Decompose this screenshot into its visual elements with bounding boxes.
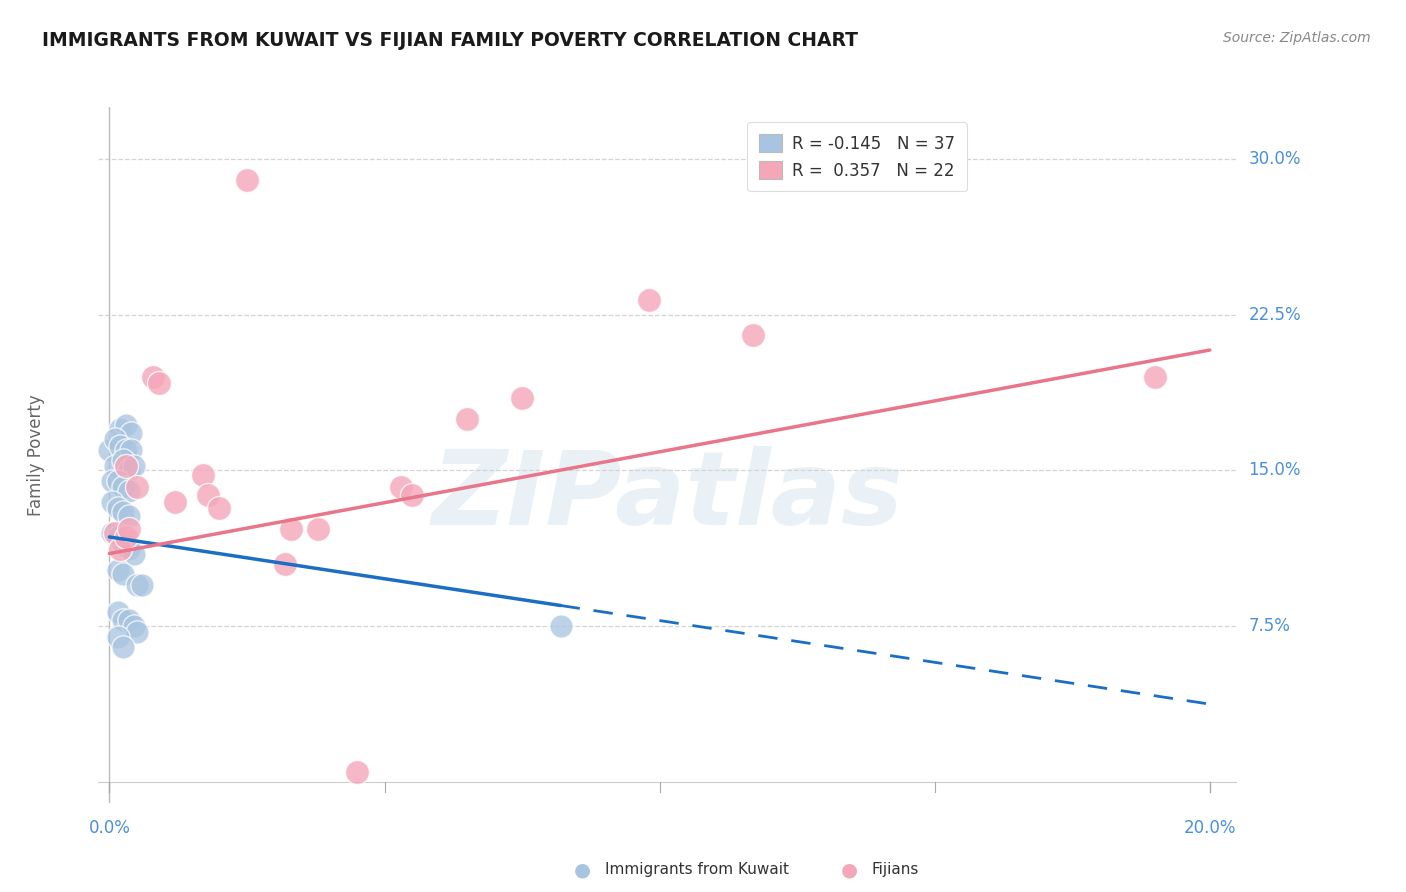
Point bbox=[550, 619, 572, 633]
Point bbox=[110, 542, 132, 557]
Point bbox=[115, 459, 138, 474]
Point bbox=[104, 433, 127, 447]
Point bbox=[115, 417, 138, 432]
Point bbox=[107, 474, 129, 488]
Point bbox=[118, 484, 141, 499]
Point bbox=[120, 426, 142, 441]
Point bbox=[112, 613, 135, 627]
Point bbox=[112, 480, 135, 494]
Point bbox=[274, 557, 297, 571]
Point bbox=[115, 442, 138, 457]
Text: 20.0%: 20.0% bbox=[1184, 820, 1236, 838]
Point bbox=[280, 522, 302, 536]
Point bbox=[510, 391, 533, 405]
Point bbox=[112, 453, 135, 467]
Point bbox=[389, 480, 412, 494]
Point bbox=[125, 480, 148, 494]
Point bbox=[101, 494, 124, 508]
Point bbox=[401, 488, 423, 502]
Text: 0.0%: 0.0% bbox=[89, 820, 131, 838]
Point bbox=[131, 578, 153, 592]
Point bbox=[118, 509, 141, 524]
Point bbox=[191, 467, 214, 482]
Legend: R = -0.145   N = 37, R =  0.357   N = 22: R = -0.145 N = 37, R = 0.357 N = 22 bbox=[748, 122, 967, 191]
Text: ●: ● bbox=[574, 860, 591, 880]
Point bbox=[165, 494, 187, 508]
Point bbox=[104, 525, 127, 540]
Point bbox=[112, 567, 135, 582]
Text: ●: ● bbox=[841, 860, 858, 880]
Point bbox=[742, 328, 765, 343]
Point bbox=[122, 619, 145, 633]
Point bbox=[101, 525, 124, 540]
Point bbox=[142, 370, 165, 384]
Text: Fijians: Fijians bbox=[872, 863, 920, 877]
Point bbox=[637, 293, 659, 308]
Point bbox=[125, 625, 148, 640]
Point bbox=[112, 640, 135, 654]
Point bbox=[107, 605, 129, 619]
Text: 7.5%: 7.5% bbox=[1249, 617, 1291, 635]
Point bbox=[122, 547, 145, 561]
Point bbox=[118, 463, 141, 477]
Text: Source: ZipAtlas.com: Source: ZipAtlas.com bbox=[1223, 31, 1371, 45]
Point bbox=[110, 439, 132, 453]
Point bbox=[107, 500, 129, 515]
Text: 30.0%: 30.0% bbox=[1249, 150, 1301, 168]
Point bbox=[118, 613, 141, 627]
Point bbox=[236, 172, 259, 186]
Text: 22.5%: 22.5% bbox=[1249, 306, 1301, 324]
Point bbox=[115, 530, 138, 544]
Point bbox=[112, 536, 135, 550]
Point bbox=[118, 522, 141, 536]
Point bbox=[118, 542, 141, 557]
Point bbox=[107, 563, 129, 577]
Point bbox=[107, 530, 129, 544]
Point bbox=[104, 459, 127, 474]
Text: ZIPatlas: ZIPatlas bbox=[432, 446, 904, 547]
Point bbox=[197, 488, 219, 502]
Point bbox=[148, 376, 170, 391]
Text: Family Poverty: Family Poverty bbox=[27, 394, 45, 516]
Point bbox=[1143, 370, 1166, 384]
Point bbox=[107, 630, 129, 644]
Text: IMMIGRANTS FROM KUWAIT VS FIJIAN FAMILY POVERTY CORRELATION CHART: IMMIGRANTS FROM KUWAIT VS FIJIAN FAMILY … bbox=[42, 31, 858, 50]
Point bbox=[456, 411, 478, 425]
Point bbox=[346, 764, 368, 779]
Point bbox=[125, 578, 148, 592]
Point bbox=[101, 474, 124, 488]
Point bbox=[98, 442, 121, 457]
Text: Immigrants from Kuwait: Immigrants from Kuwait bbox=[605, 863, 789, 877]
Point bbox=[208, 500, 231, 515]
Point bbox=[308, 522, 330, 536]
Point bbox=[122, 459, 145, 474]
Point bbox=[110, 422, 132, 436]
Point bbox=[120, 442, 142, 457]
Text: 15.0%: 15.0% bbox=[1249, 461, 1301, 480]
Point bbox=[112, 505, 135, 519]
